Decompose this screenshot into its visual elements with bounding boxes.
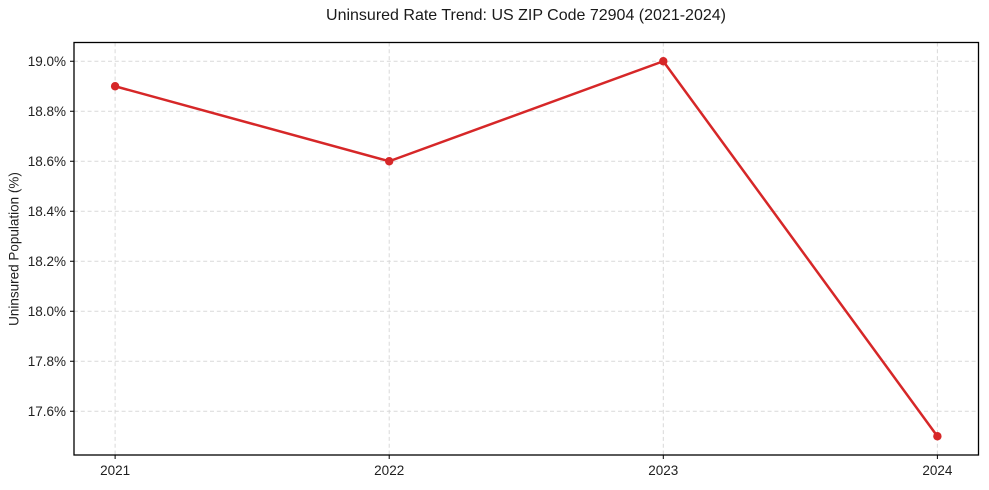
data-point-marker [110,82,120,91]
plot-area [74,42,979,455]
y-tick-label: 18.4% [28,204,66,219]
x-tick-label: 2021 [100,463,130,478]
y-tick-label: 19.0% [28,54,66,69]
y-tick-label: 17.6% [28,404,66,419]
chart-title: Uninsured Rate Trend: US ZIP Code 72904 … [326,7,726,24]
x-tick-label: 2022 [374,463,404,478]
y-tick-label: 18.6% [28,154,66,169]
data-point-marker [933,432,942,441]
trend-line [113,60,939,438]
y-tick-label: 18.0% [28,304,66,319]
x-tick-label: 2023 [648,463,678,478]
y-tick-label: 18.2% [28,254,66,269]
data-point-marker [659,57,668,66]
y-tick-label: 17.8% [28,354,66,369]
y-tick-label: 18.8% [28,104,66,119]
data-point-marker [385,157,394,166]
plot-border [73,41,980,456]
x-tick-label: 2024 [922,463,953,478]
